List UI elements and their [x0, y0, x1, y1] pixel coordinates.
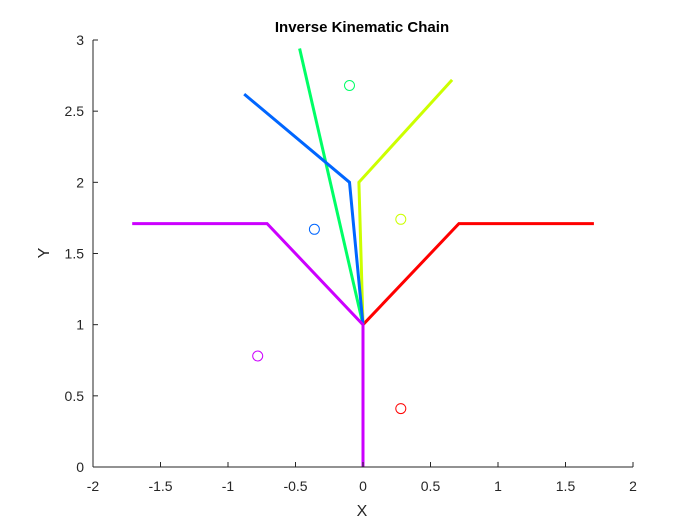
y-tick-label: 1	[76, 317, 84, 333]
x-tick-label: -1.5	[148, 478, 172, 494]
y-axis-label: Y	[36, 247, 53, 258]
y-tick-label: 0.5	[65, 388, 85, 404]
chain-series-3	[298, 48, 365, 326]
target-marker-2	[395, 213, 407, 225]
x-tick-label: 0.5	[421, 478, 441, 494]
chain-series-1	[361, 222, 594, 326]
y-tick-label: 2.5	[65, 103, 85, 119]
y-tick-label: 2	[76, 174, 84, 190]
chain-series-4	[243, 92, 365, 325]
x-tick-label: 2	[629, 478, 637, 494]
axes-group: -2 -1.5 -1 -0.5 0 0.5 1 1.5 2 0 0.5 1 1.5 2 2.5 3	[65, 32, 638, 494]
y-tick-label: 1.5	[65, 246, 85, 262]
y-tick-label: 3	[76, 32, 84, 48]
target-marker-3	[344, 80, 355, 91]
target-markers-group	[252, 80, 407, 415]
x-tick-label: 1	[494, 478, 502, 494]
x-tick-label: 0	[359, 478, 367, 494]
chain-series-2	[357, 78, 454, 325]
y-tick-label: 0	[76, 459, 84, 475]
chain-series-group	[132, 48, 594, 467]
x-tick-label: -0.5	[283, 478, 307, 494]
target-marker-5	[252, 350, 264, 362]
x-axis-label: X	[357, 503, 368, 520]
target-marker-1	[395, 403, 407, 415]
chart-title: Inverse Kinematic Chain	[275, 19, 449, 36]
x-tick-label: -1	[222, 478, 235, 494]
x-tick-label: -2	[87, 478, 100, 494]
x-tick-label: 1.5	[556, 478, 576, 494]
target-marker-4	[308, 223, 320, 235]
chain-series-5	[132, 222, 365, 467]
